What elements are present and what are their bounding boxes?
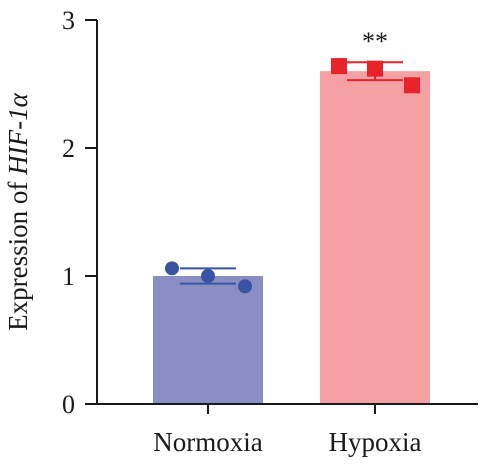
y-axis-label-gene: HIF-1 bbox=[3, 107, 33, 175]
y-tick-label-1: 1 bbox=[62, 262, 75, 291]
x-tick-label-hypoxia: Hypoxia bbox=[329, 427, 422, 457]
x-tick-label-normoxia: Normoxia bbox=[153, 427, 262, 457]
bar-hypoxia bbox=[320, 71, 430, 404]
significance-marker-hypoxia: ** bbox=[362, 27, 388, 56]
data-point-hypoxia-3 bbox=[404, 77, 420, 94]
y-axis-label-greek: α bbox=[3, 92, 33, 107]
y-axis-label: Expression of HIF-1α bbox=[3, 92, 33, 330]
data-point-hypoxia-2 bbox=[367, 60, 383, 77]
plot-area: ** 0 1 2 3 Normoxia Hypoxia bbox=[62, 6, 478, 457]
y-tick-label-0: 0 bbox=[62, 390, 75, 419]
data-point-hypoxia-1 bbox=[331, 58, 347, 75]
y-tick-label-3: 3 bbox=[62, 6, 75, 35]
data-point-normoxia-2 bbox=[201, 269, 215, 283]
y-axis-label-prefix: Expression of bbox=[3, 175, 33, 331]
y-tick-label-2: 2 bbox=[62, 134, 75, 163]
data-point-normoxia-3 bbox=[238, 279, 252, 294]
data-point-normoxia-1 bbox=[165, 261, 179, 276]
bar-normoxia bbox=[153, 276, 263, 404]
